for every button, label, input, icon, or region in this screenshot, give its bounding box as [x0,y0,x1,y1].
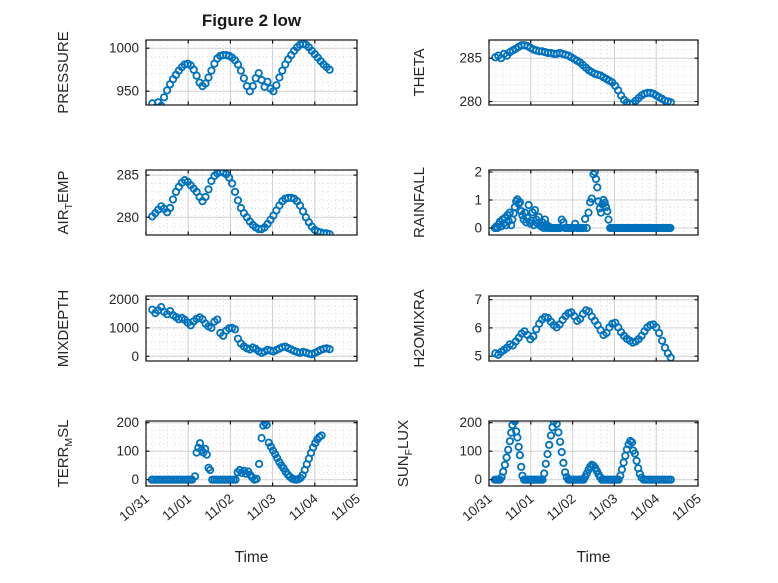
y-tick-label: 200 [116,415,139,430]
x-tick-label: 11/05 [328,491,363,524]
airtemp-ylabel: AIRTEMP [55,171,75,235]
minor-grid [490,40,697,104]
data-points [148,302,334,359]
x-tick-label: 10/31 [116,491,152,524]
tick-marks [145,40,358,105]
y-tick-label: 0 [131,349,139,364]
axes-box [145,420,358,487]
minor-grid [147,41,356,104]
minor-grid [147,422,356,485]
y-tick-label: 100 [459,444,482,459]
sun_flux-ylabel: SUNFLUX [395,420,415,487]
axes-box [488,169,699,236]
x-tick-label: 11/03 [586,491,621,524]
y-tick-label: 200 [459,415,482,430]
x-tick-label: 11/01 [159,491,194,524]
mixdepth-subplot: 0 1000 2000 MIXDEPTH [55,290,358,368]
h2omixra-subplot: 5 6 7 H2OMIXRA [411,289,699,368]
y-tick-label: 7 [474,292,482,307]
y-tick-label: 0 [474,472,482,487]
x-tick-label: 11/04 [627,490,662,523]
tick-marks [488,40,699,105]
major-grid [146,40,357,105]
y-tick-label: 2000 [109,292,139,307]
tick-marks [488,296,699,361]
x-tick-label: 11/03 [244,491,279,524]
y-tick-label: 950 [116,84,139,99]
x-axis-label: Time [235,549,269,566]
rainfall-subplot: 0 1 2 RAINFALL [411,165,699,238]
axes-box [145,169,358,236]
axes-box [488,420,699,487]
y-tick-label: 0 [131,472,139,487]
rainfall-ylabel: RAINFALL [411,167,428,238]
x-tick-label: 11/04 [286,490,321,523]
pressure-ylabel: PRESSURE [55,31,72,114]
sun_flux-subplot: 0 100 200 SUNFLUX 10/31 11/01 11/02 11/03 11/04 1… [395,415,704,566]
data-points [491,306,675,362]
x-axis-label: Time [577,549,611,566]
x-tick-label: 11/01 [502,491,537,524]
y-tick-label: 285 [116,168,139,183]
tick-marks [145,421,358,486]
y-tick-label: 5 [474,349,482,364]
y-tick-label: 1000 [109,41,139,56]
x-tick-label: 11/02 [544,491,579,524]
minor-grid [147,171,356,234]
data-points [148,39,334,106]
y-tick-label: 285 [459,51,482,66]
h2omixra-ylabel: H2OMIXRA [411,289,428,367]
data-points [490,169,675,233]
x-tick-label: 11/02 [202,491,237,524]
y-tick-label: 1000 [109,320,139,335]
tick-marks [145,170,358,235]
data-points [147,420,326,484]
tick-marks [145,296,358,361]
mixdepth-ylabel: MIXDEPTH [55,290,72,368]
figure-title: Figure 2 low [201,11,302,30]
y-tick-label: 6 [474,320,482,335]
tick-marks [488,170,699,235]
minor-grid [490,422,697,485]
data-points [148,169,334,236]
y-tick-label: 280 [116,210,139,225]
axes-box [145,39,358,106]
x-tick-label: 10/31 [459,491,495,524]
tick-marks [488,421,699,486]
airtemp-subplot: 280 285 AIRTEMP [55,168,358,236]
axes-box [488,39,699,106]
y-tick-label: 280 [459,94,482,109]
pressure-subplot: 950 1000 PRESSURE [55,31,358,114]
y-tick-label: 0 [474,221,482,236]
terr_msl-ylabel: TERRMSL [55,420,75,488]
y-tick-label: 1 [474,193,482,208]
y-tick-label: 100 [116,444,139,459]
terr_msl-subplot: 0 100 200 TERRMSL 10/31 11/01 11/02 11/03 11/04 1… [55,415,363,566]
data-points [491,41,675,106]
theta-subplot: 280 285 THETA [411,39,699,109]
y-tick-label: 2 [474,165,482,180]
x-tick-label: 11/05 [669,491,704,524]
theta-ylabel: THETA [411,48,428,96]
